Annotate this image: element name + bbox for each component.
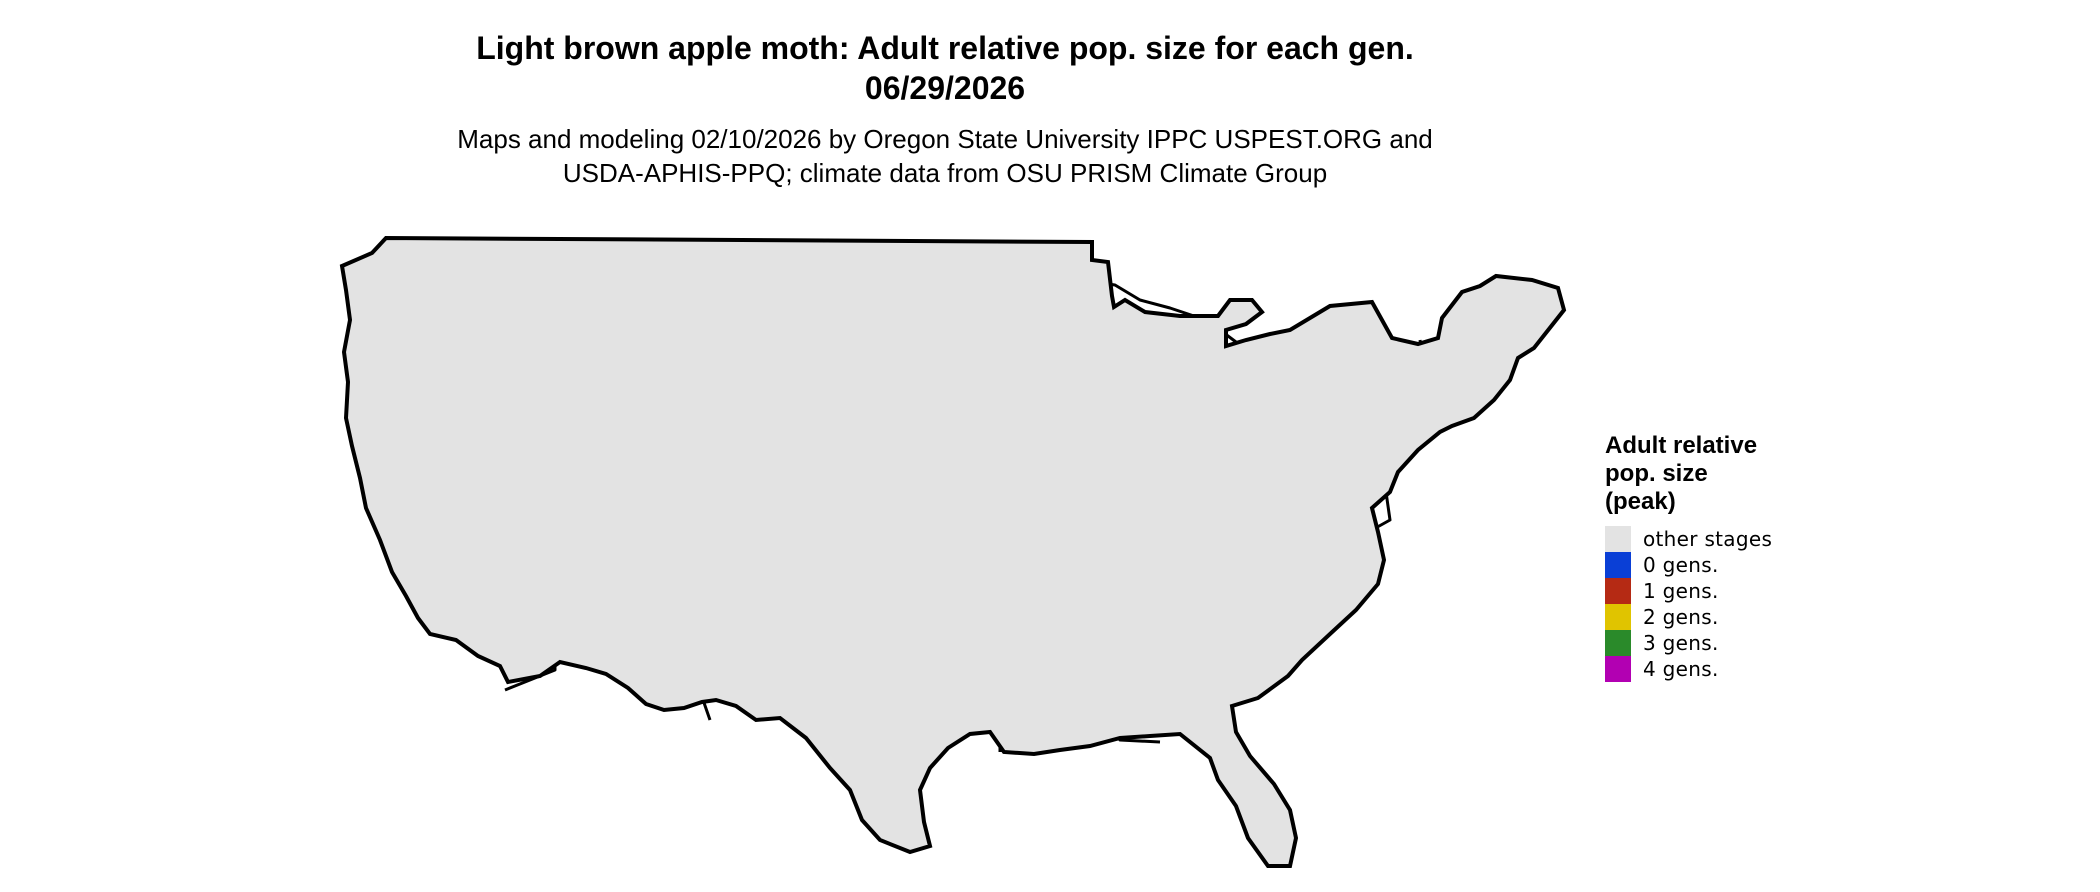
us-map [320,220,1580,892]
legend-swatch-4-gens [1605,656,1631,682]
legend-title-line2: pop. size [1605,460,1708,487]
legend-label: 2 gens. [1643,605,1719,629]
map-subtitle: Maps and modeling 02/10/2026 by Oregon S… [0,122,1890,190]
legend-item-3-gens: 3 gens. [1605,630,1845,656]
legend-item-4-gens: 4 gens. [1605,656,1845,682]
map-subtitle-line2: USDA-APHIS-PPQ; climate data from OSU PR… [562,158,1328,188]
legend-label: 1 gens. [1643,579,1719,603]
legend-item-0-gens: 0 gens. [1605,552,1845,578]
map-title: Light brown apple moth: Adult relative p… [0,28,1890,108]
legend-title: Adult relative pop. size (peak) [1605,432,1845,516]
legend-swatch-2-gens [1605,604,1631,630]
legend-title-line3: (peak) [1605,488,1676,515]
legend-label: 0 gens. [1643,553,1719,577]
legend-label: 4 gens. [1643,657,1719,681]
map-subtitle-line1: Maps and modeling 02/10/2026 by Oregon S… [457,124,1433,154]
legend-label: other stages [1643,527,1773,551]
map-title-line1: Light brown apple moth: Adult relative p… [476,30,1414,66]
legend-label: 3 gens. [1643,631,1719,655]
us-map-svg [340,236,1566,888]
legend-item-2-gens: 2 gens. [1605,604,1845,630]
legend-swatch-0-gens [1605,552,1631,578]
map-title-date: 06/29/2026 [864,70,1026,106]
legend-swatch-1-gens [1605,578,1631,604]
legend-item-1-gens: 1 gens. [1605,578,1845,604]
legend-item-other-stages: other stages [1605,526,1845,552]
zone-4-gens [1254,882,1260,888]
coastline [340,236,1566,868]
legend-swatch-3-gens [1605,630,1631,656]
legend-swatch-other-stages [1605,526,1631,552]
legend-title-line1: Adult relative [1605,432,1758,459]
legend: Adult relative pop. size (peak) other st… [1605,432,1845,682]
